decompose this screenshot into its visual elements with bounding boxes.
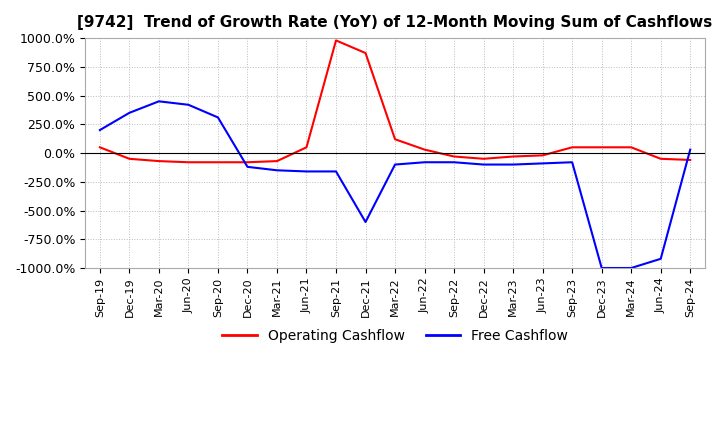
Free Cashflow <box>155 99 163 104</box>
Operating Cashflow <box>184 160 193 165</box>
Line: Operating Cashflow: Operating Cashflow <box>100 40 690 162</box>
Free Cashflow <box>480 162 488 167</box>
Free Cashflow <box>391 162 400 167</box>
Free Cashflow <box>332 169 341 174</box>
Operating Cashflow <box>96 145 104 150</box>
Free Cashflow <box>627 265 636 271</box>
Operating Cashflow <box>686 158 695 163</box>
Operating Cashflow <box>214 160 222 165</box>
Operating Cashflow <box>480 156 488 161</box>
Operating Cashflow <box>657 156 665 161</box>
Operating Cashflow <box>391 137 400 142</box>
Operating Cashflow <box>361 51 370 56</box>
Operating Cashflow <box>420 147 429 152</box>
Operating Cashflow <box>539 153 547 158</box>
Line: Free Cashflow: Free Cashflow <box>100 101 690 268</box>
Operating Cashflow <box>332 38 341 43</box>
Free Cashflow <box>184 102 193 107</box>
Operating Cashflow <box>243 160 252 165</box>
Free Cashflow <box>361 220 370 225</box>
Free Cashflow <box>686 147 695 152</box>
Free Cashflow <box>96 128 104 133</box>
Free Cashflow <box>539 161 547 166</box>
Operating Cashflow <box>302 145 311 150</box>
Free Cashflow <box>450 160 459 165</box>
Operating Cashflow <box>509 154 518 159</box>
Title: [9742]  Trend of Growth Rate (YoY) of 12-Month Moving Sum of Cashflows: [9742] Trend of Growth Rate (YoY) of 12-… <box>78 15 713 30</box>
Operating Cashflow <box>568 145 577 150</box>
Operating Cashflow <box>627 145 636 150</box>
Free Cashflow <box>657 256 665 261</box>
Free Cashflow <box>302 169 311 174</box>
Free Cashflow <box>125 110 134 115</box>
Operating Cashflow <box>125 156 134 161</box>
Free Cashflow <box>243 164 252 169</box>
Operating Cashflow <box>273 158 282 164</box>
Free Cashflow <box>420 160 429 165</box>
Legend: Operating Cashflow, Free Cashflow: Operating Cashflow, Free Cashflow <box>216 323 574 348</box>
Operating Cashflow <box>155 158 163 164</box>
Operating Cashflow <box>450 154 459 159</box>
Free Cashflow <box>568 160 577 165</box>
Free Cashflow <box>214 115 222 120</box>
Operating Cashflow <box>598 145 606 150</box>
Free Cashflow <box>598 265 606 271</box>
Free Cashflow <box>273 168 282 173</box>
Free Cashflow <box>509 162 518 167</box>
